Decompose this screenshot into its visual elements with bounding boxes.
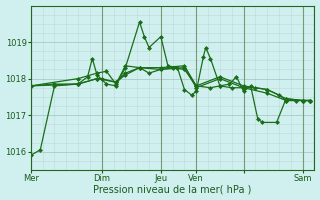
X-axis label: Pression niveau de la mer( hPa ): Pression niveau de la mer( hPa ): [93, 184, 252, 194]
